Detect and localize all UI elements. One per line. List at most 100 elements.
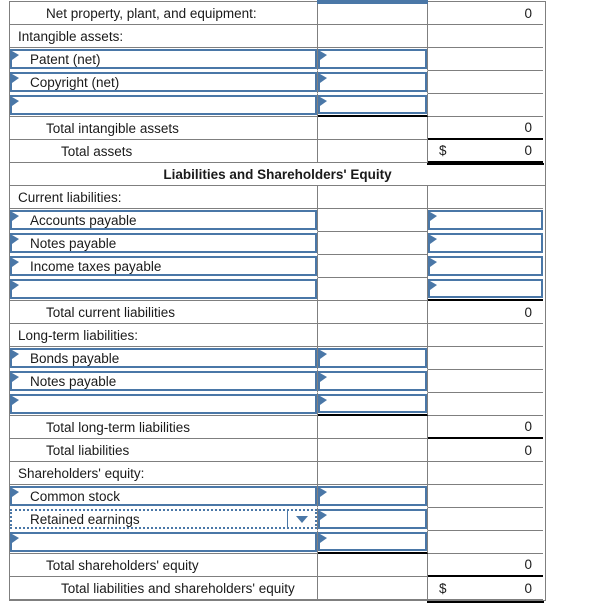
input-notes-payable-longterm-label[interactable]: Notes payable [10,371,317,391]
amount-cell-outer [428,209,543,232]
amount-cell-inner [318,301,428,324]
row-blank-intangible [10,94,545,117]
input-notes-payable-amount[interactable] [428,233,543,253]
section-title: Liabilities and Shareholders' Equity [10,163,545,186]
answer-marker-icon [320,488,327,497]
dropdown-arrow-icon [295,515,308,523]
dropdown-arrow-zone[interactable] [287,511,315,527]
input-accounts-payable-amount[interactable] [428,210,543,230]
answer-marker-icon [320,350,327,359]
input-blank-intangible-amount[interactable] [318,95,427,114]
amount-cell-outer [428,71,543,94]
row-total-shareholders-equity: Total shareholders' equity 0 [10,554,545,577]
row-blank-current-liabilities [10,278,545,301]
label-cell: Long-term liabilities: [10,324,318,347]
input-patent-net-amount[interactable] [318,49,427,69]
amount-cell-outer [428,531,543,554]
answer-marker-icon [430,281,437,290]
label-cell: Bonds payable [10,347,318,370]
answer-marker-icon [12,74,19,83]
amount-cell-outer [428,25,543,48]
row-retained-earnings: Retained earnings [10,508,545,531]
amount-cell-outer: 0 [428,439,543,462]
label-cell: Total liabilities [10,439,318,462]
row-label: Total liabilities [46,442,130,458]
amount-cell-inner [318,140,428,163]
input-bonds-payable-amount[interactable] [318,348,427,368]
input-blank-intangible-label[interactable] [10,95,317,115]
dollar-sign: $ [439,143,447,158]
answer-marker-icon [12,534,19,543]
amount-cell-outer [428,232,543,255]
amount-cell-inner [318,94,428,117]
label-cell: Income taxes payable [10,255,318,278]
input-copyright-net-amount[interactable] [318,72,427,92]
input-copyright-net-label[interactable]: Copyright (net) [10,72,317,92]
input-retained-earnings-amount[interactable] [318,509,427,529]
label-cell: Net property, plant, and equipment: [10,2,318,25]
amount-cell-inner [318,232,428,255]
label-cell: Total assets [10,140,318,163]
row-blank-equity [10,531,545,554]
amount-cell-outer: $0 [427,577,544,603]
amount-value: 0 [524,442,532,458]
input-notes-payable-label[interactable]: Notes payable [10,233,317,253]
answer-marker-icon [320,51,327,60]
answer-marker-icon [12,258,19,267]
input-blank-long-term-amount[interactable] [318,394,427,413]
row-label: Shareholders' equity: [18,465,145,481]
input-income-taxes-payable-label[interactable]: Income taxes payable [10,256,317,276]
amount-cell-outer [428,347,543,370]
retained-earnings-dropdown[interactable]: Retained earnings [10,509,317,529]
row-patent-net: Patent (net) [10,48,545,71]
answer-marker-icon [12,350,19,359]
input-blank-long-term-label[interactable] [10,394,317,414]
amount-cell-inner [318,25,428,48]
label-cell: Total long-term liabilities [10,416,318,439]
row-total-current-liabilities: Total current liabilities 0 [10,301,545,324]
amount-cell-inner [318,71,428,94]
cutoff-input-box-edge [317,0,428,4]
amount-cell-outer: 0 [428,2,543,25]
amount-cell-outer [428,94,543,117]
label-cell [10,393,318,416]
amount-cell-outer: 0 [428,554,543,577]
row-label: Net property, plant, and equipment: [46,5,257,21]
row-net-ppe: Net property, plant, and equipment: 0 [10,0,545,25]
answer-marker-icon [12,373,19,382]
answer-marker-icon [320,97,327,106]
amount-cell-outer [428,255,543,278]
answer-marker-icon [430,258,437,267]
amount-cell-inner [318,370,428,393]
input-patent-net-label[interactable]: Patent (net) [10,49,317,69]
input-notes-payable-longterm-amount[interactable] [318,371,427,391]
amount-cell-outer [428,278,543,301]
row-label: Total liabilities and shareholders' equi… [61,580,295,596]
row-blank-long-term [10,393,545,416]
answer-marker-icon [12,281,19,290]
label-cell: Copyright (net) [10,71,318,94]
input-label: Common stock [30,488,121,504]
amount-cell-outer: 0 [428,301,543,324]
input-income-taxes-payable-amount[interactable] [428,256,543,276]
input-accounts-payable-label[interactable]: Accounts payable [10,210,317,230]
label-cell [10,531,318,554]
input-label: Notes payable [30,235,117,251]
amount-cell-outer [428,324,543,347]
answer-marker-icon [12,396,19,405]
row-label: Current liabilities: [18,189,122,205]
amount-cell-inner [318,48,428,71]
input-blank-equity-amount[interactable] [318,532,427,551]
row-total-long-term-liabilities: Total long-term liabilities 0 [10,416,545,439]
input-common-stock-amount[interactable] [318,486,427,506]
amount-value: 0 [524,557,532,572]
input-common-stock-label[interactable]: Common stock [10,486,317,506]
input-blank-equity-label[interactable] [10,532,317,552]
input-blank-current-liabilities-amount[interactable] [428,279,543,298]
input-bonds-payable-label[interactable]: Bonds payable [10,348,317,368]
input-blank-current-liabilities-label[interactable] [10,279,317,299]
answer-marker-icon [12,212,19,221]
amount-cell-inner [318,117,428,140]
answer-marker-icon [430,235,437,244]
row-total-assets: Total assets $0 [10,140,545,165]
